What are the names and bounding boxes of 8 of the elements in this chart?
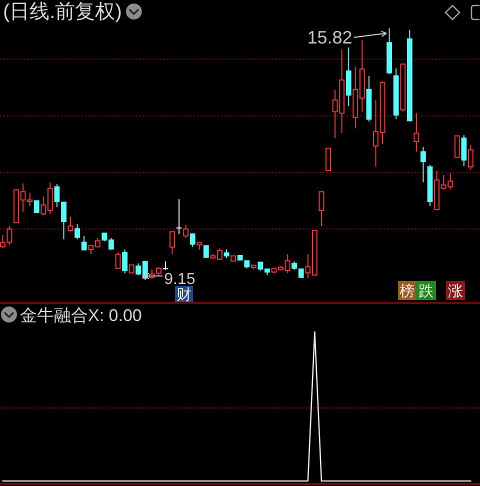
annotation: 9.15	[164, 271, 196, 288]
annotation: 15.82	[307, 27, 352, 48]
candlestick	[393, 68, 399, 120]
candlestick	[414, 112, 420, 152]
chart-title: (日线.前复权)	[3, 1, 122, 23]
candlestick	[346, 47, 352, 107]
chart-title: 金牛融合X: 0.00	[20, 306, 142, 325]
candlestick	[176, 198, 182, 234]
